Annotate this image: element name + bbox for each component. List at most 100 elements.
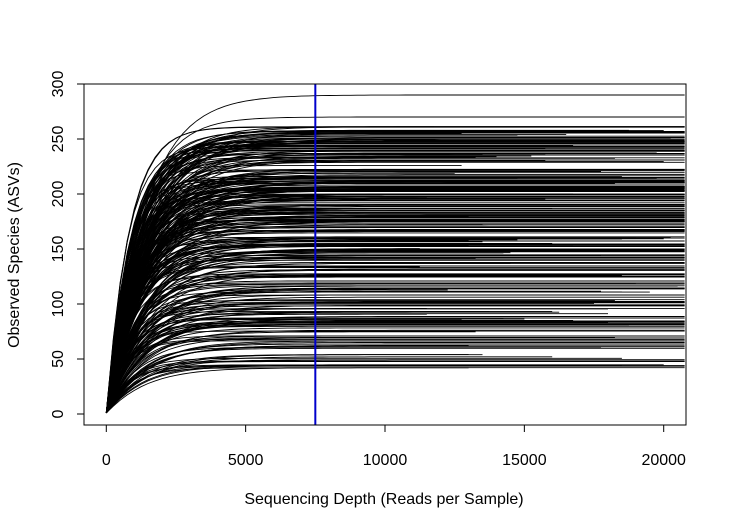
x-tick-label: 5000 xyxy=(228,452,264,469)
rarefaction-curve xyxy=(105,331,476,414)
rarefaction-curve xyxy=(105,210,685,413)
rarefaction-curve xyxy=(105,148,685,413)
rarefaction-curve xyxy=(105,209,685,413)
rarefaction-curve xyxy=(105,146,685,413)
rarefaction-curve xyxy=(105,301,685,414)
rarefaction-curve xyxy=(105,354,483,414)
rarefaction-curve xyxy=(105,280,685,414)
rarefaction-curve xyxy=(105,197,685,413)
rarefaction-curve xyxy=(105,299,685,414)
rarefaction-curve xyxy=(105,276,685,414)
rarefaction-curve xyxy=(105,250,685,414)
rarefaction-curve xyxy=(105,359,685,414)
rarefaction-curve xyxy=(105,116,685,413)
rarefaction-curve xyxy=(105,94,685,413)
y-tick-label: 250 xyxy=(50,126,67,153)
rarefaction-curve xyxy=(105,320,685,414)
rarefaction-curve xyxy=(105,240,685,414)
rarefaction-curves xyxy=(105,94,685,414)
rarefaction-curve xyxy=(105,226,685,413)
x-axis-label: Sequencing Depth (Reads per Sample) xyxy=(244,491,523,508)
rarefaction-curve xyxy=(105,232,685,413)
rarefaction-curve xyxy=(105,131,685,413)
rarefaction-curve xyxy=(105,208,685,413)
rarefaction-curve xyxy=(105,255,601,414)
rarefaction-curve xyxy=(105,186,685,413)
rarefaction-curve xyxy=(105,152,685,413)
rarefaction-curve xyxy=(105,142,685,413)
y-tick-label: 100 xyxy=(50,291,67,318)
rarefaction-curve xyxy=(105,285,685,414)
rarefaction-curve xyxy=(105,256,685,413)
rarefaction-curve xyxy=(105,136,685,413)
rarefaction-curve xyxy=(105,135,518,413)
rarefaction-curve xyxy=(105,364,622,414)
y-axis-label: Observed Species (ASVs) xyxy=(6,162,23,348)
rarefaction-curve xyxy=(105,367,469,414)
rarefaction-curve xyxy=(105,154,685,413)
rarefaction-curve xyxy=(105,156,476,413)
rarefaction-curve xyxy=(105,275,622,413)
rarefaction-curve xyxy=(105,153,546,413)
rarefaction-curve xyxy=(105,180,685,413)
rarefaction-curve xyxy=(105,229,685,413)
rarefaction-curve xyxy=(105,330,685,414)
y-tick-label: 50 xyxy=(50,350,67,368)
x-axis: 0 5000 10000 15000 20000 xyxy=(102,424,686,469)
rarefaction-curve xyxy=(105,194,685,413)
rarefaction-curve xyxy=(105,195,490,413)
rarefaction-curve xyxy=(105,196,427,413)
rarefaction-curve xyxy=(105,310,553,414)
rarefaction-curve xyxy=(105,199,685,413)
rarefaction-curve xyxy=(105,220,685,413)
rarefaction-curve xyxy=(105,311,560,414)
rarefaction-curve xyxy=(105,221,685,414)
rarefaction-curve xyxy=(105,288,685,414)
rarefaction-curve xyxy=(105,172,685,413)
rarefaction-curve xyxy=(105,360,685,414)
rarefaction-curve xyxy=(105,365,685,414)
rarefaction-curve xyxy=(105,178,685,413)
rarefaction-curve xyxy=(105,181,685,413)
rarefaction-curve xyxy=(105,269,685,414)
rarefaction-curve xyxy=(105,157,615,413)
rarefaction-curve xyxy=(105,283,685,414)
x-tick-label: 0 xyxy=(102,452,111,469)
rarefaction-curve xyxy=(105,153,483,413)
rarefaction-curve xyxy=(105,304,685,414)
rarefaction-curve xyxy=(105,354,469,414)
rarefaction-curve xyxy=(105,174,685,413)
rarefaction-curve xyxy=(105,140,685,413)
rarefaction-curve xyxy=(105,338,685,414)
rarefaction-curve xyxy=(105,302,594,414)
rarefaction-curve xyxy=(105,230,685,413)
rarefaction-curve xyxy=(105,291,622,414)
rarefaction-curve xyxy=(105,317,685,414)
rarefaction-curve xyxy=(105,216,685,413)
rarefaction-curve xyxy=(105,204,685,413)
rarefaction-curve xyxy=(105,320,685,414)
rarefaction-curve xyxy=(105,340,685,414)
rarefaction-curve xyxy=(105,248,685,414)
rarefaction-curve xyxy=(105,175,622,413)
rarefaction-curve xyxy=(105,346,601,414)
rarefaction-curve xyxy=(105,258,685,414)
rarefaction-curve xyxy=(105,268,685,414)
rarefaction-curve xyxy=(105,266,420,413)
rarefaction-curve xyxy=(105,296,685,414)
rarefaction-curve xyxy=(105,255,685,413)
x-tick-label: 20000 xyxy=(641,452,686,469)
rarefaction-curve xyxy=(105,337,685,414)
rarefaction-curve xyxy=(105,301,685,414)
rarefaction-curve xyxy=(105,262,685,414)
rarefaction-curve xyxy=(105,188,685,413)
rarefaction-curve xyxy=(105,237,685,413)
rarefaction-curve xyxy=(105,313,608,414)
rarefaction-curve xyxy=(105,364,664,414)
rarefaction-curve xyxy=(105,291,650,414)
rarefaction-curve xyxy=(105,290,601,414)
rarefaction-curve xyxy=(105,361,685,414)
x-tick-label: 10000 xyxy=(363,452,408,469)
rarefaction-curve xyxy=(105,265,685,413)
